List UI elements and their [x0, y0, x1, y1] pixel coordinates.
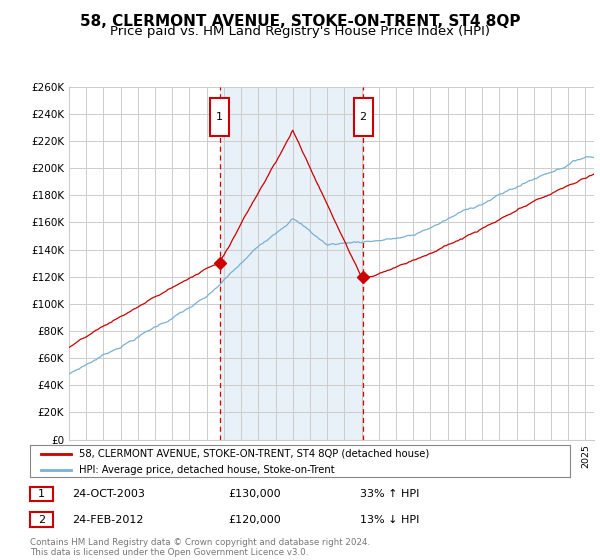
- Text: 1: 1: [38, 489, 45, 499]
- Text: 13% ↓ HPI: 13% ↓ HPI: [360, 515, 419, 525]
- Text: Contains HM Land Registry data © Crown copyright and database right 2024.
This d: Contains HM Land Registry data © Crown c…: [30, 538, 370, 557]
- Text: 24-FEB-2012: 24-FEB-2012: [72, 515, 143, 525]
- Bar: [210, 97, 229, 136]
- Bar: [220, 87, 363, 440]
- Text: 2: 2: [38, 515, 45, 525]
- Bar: [353, 97, 373, 136]
- Text: 58, CLERMONT AVENUE, STOKE-ON-TRENT, ST4 8QP: 58, CLERMONT AVENUE, STOKE-ON-TRENT, ST4…: [80, 14, 520, 29]
- Text: Price paid vs. HM Land Registry's House Price Index (HPI): Price paid vs. HM Land Registry's House …: [110, 25, 490, 38]
- Text: £130,000: £130,000: [228, 489, 281, 499]
- Text: 58, CLERMONT AVENUE, STOKE-ON-TRENT, ST4 8QP (detached house): 58, CLERMONT AVENUE, STOKE-ON-TRENT, ST4…: [79, 449, 429, 459]
- Text: HPI: Average price, detached house, Stoke-on-Trent: HPI: Average price, detached house, Stok…: [79, 465, 334, 475]
- Text: £120,000: £120,000: [228, 515, 281, 525]
- Text: 33% ↑ HPI: 33% ↑ HPI: [360, 489, 419, 499]
- Text: 1: 1: [216, 111, 223, 122]
- Text: 24-OCT-2003: 24-OCT-2003: [72, 489, 145, 499]
- Text: 2: 2: [359, 111, 367, 122]
